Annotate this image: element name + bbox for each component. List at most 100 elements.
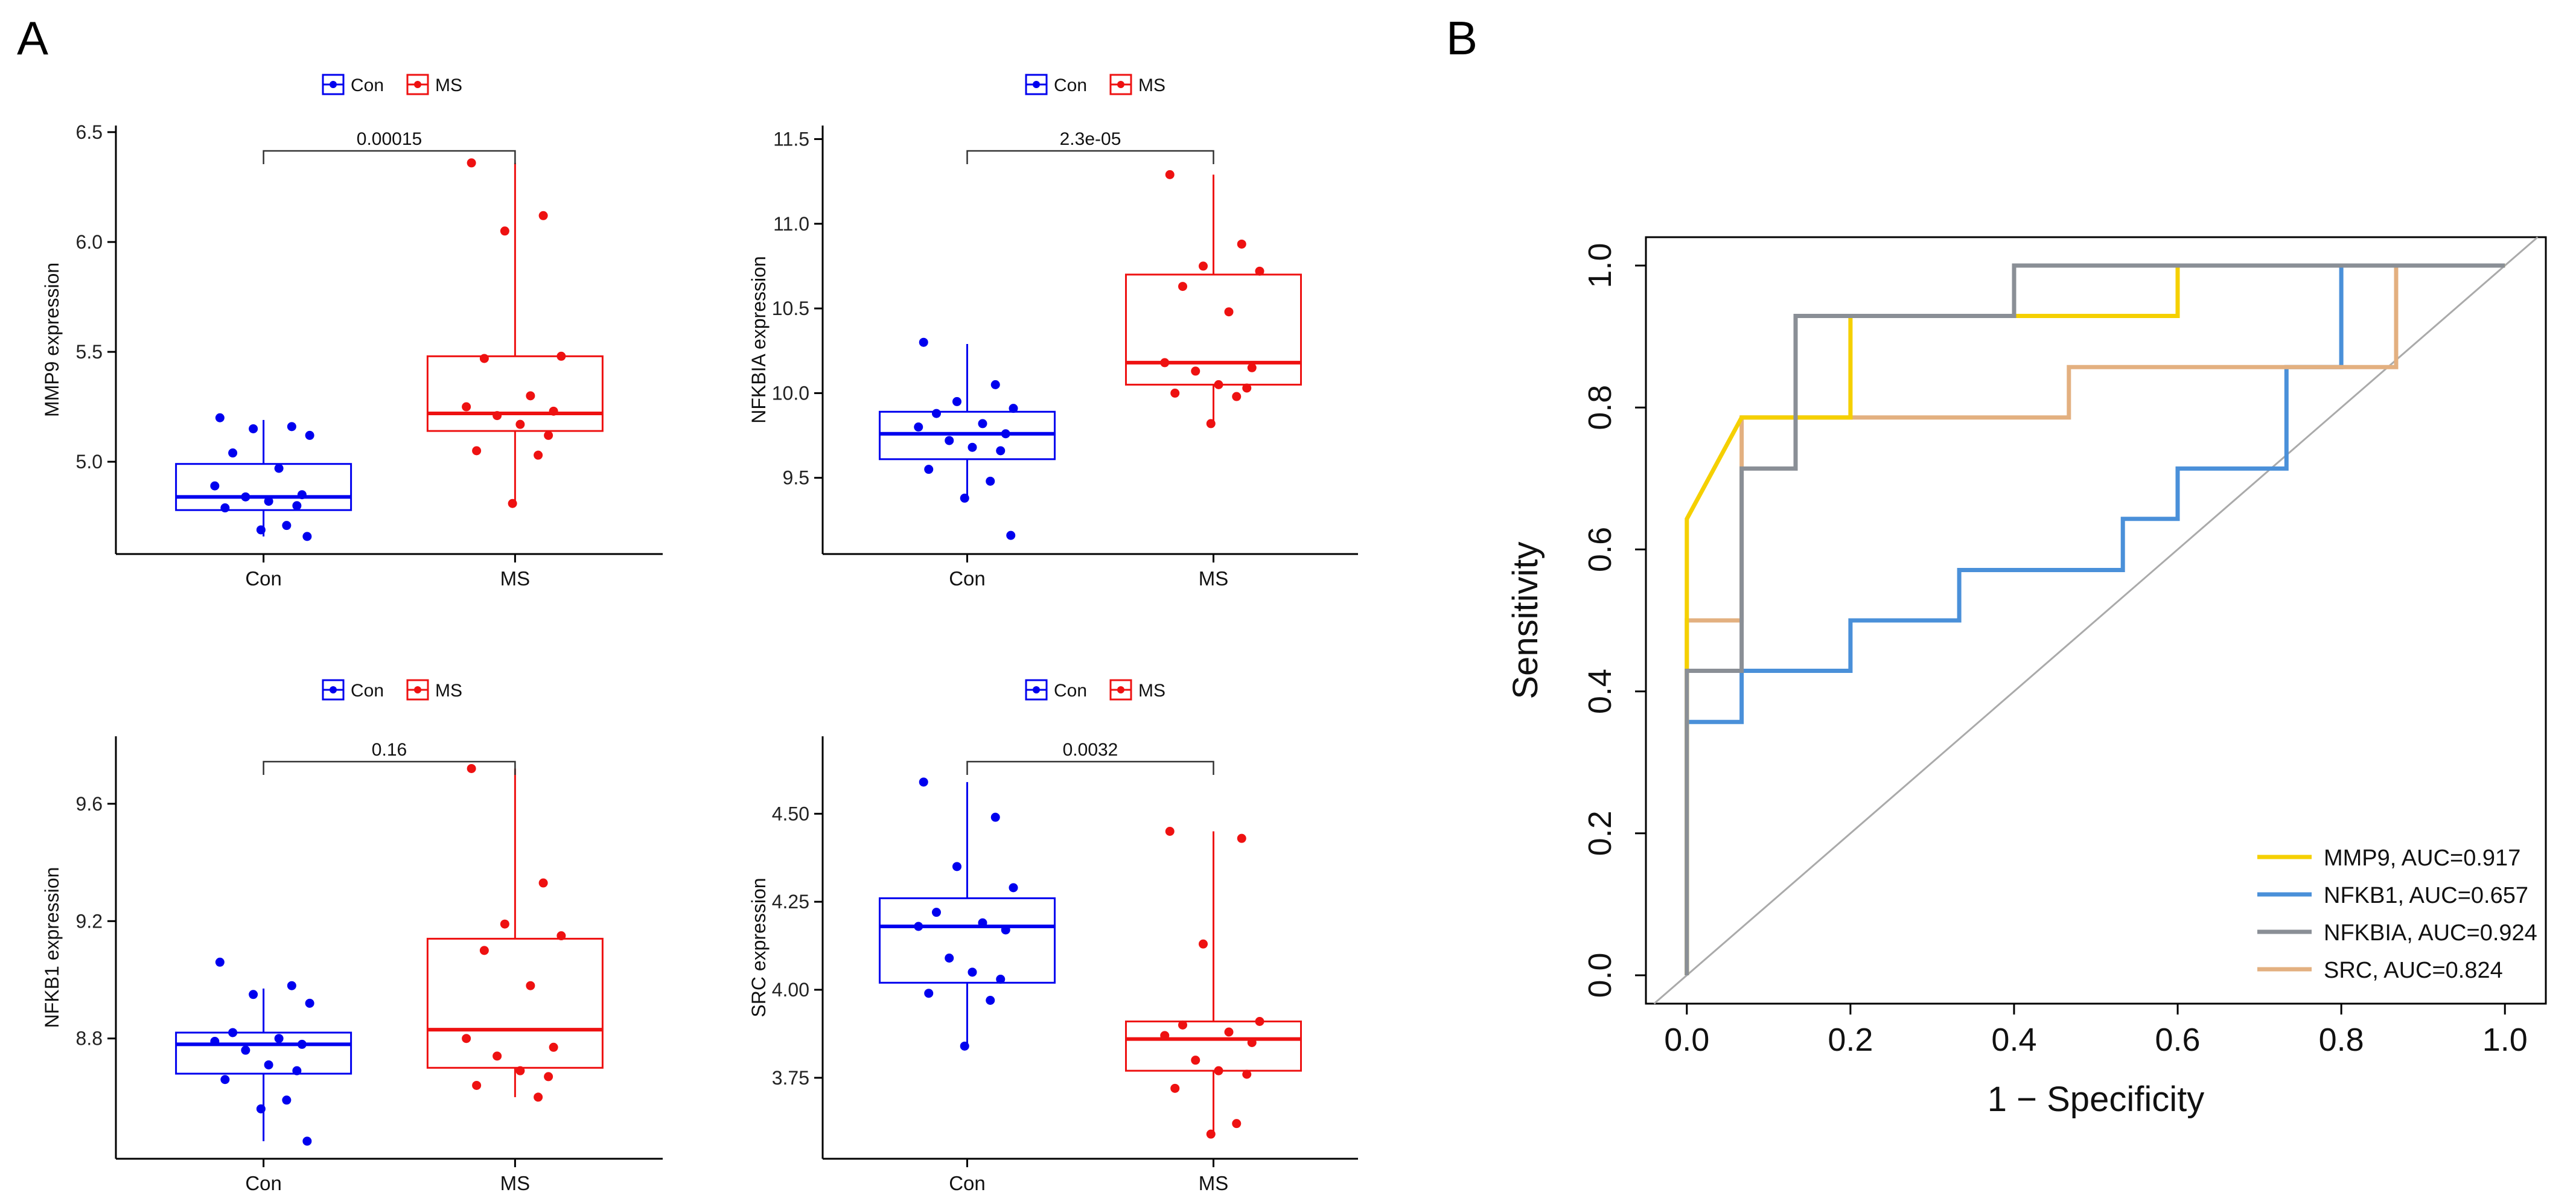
box-plot-nfkb1: 8.8 9.2 9.6 NFKB1 expression Con MS 0.16 Con MS: [41, 679, 663, 1194]
box-iqr: [1125, 1021, 1302, 1072]
y-tick-label: 4.00: [772, 979, 809, 1001]
data-point-con: [274, 1034, 284, 1043]
data-point-ms: [500, 226, 509, 236]
data-point-ms: [462, 402, 471, 412]
box-plot-nfkbia: 9.5 10.0 10.5 11.0 11.5 NFKBIA expression Con M…: [748, 74, 1358, 590]
legend-label-nfkbia: NFKBIA, AUC=0.924: [2324, 920, 2537, 946]
data-point-con: [282, 1095, 292, 1105]
data-point-con: [215, 957, 225, 967]
data-point-con: [960, 493, 969, 503]
data-point-ms: [467, 763, 476, 773]
data-point-ms: [1165, 827, 1175, 836]
significance-bracket: [263, 150, 516, 164]
data-point-con: [241, 1045, 250, 1055]
p-value-label: 0.00015: [357, 129, 422, 149]
data-point-con: [302, 532, 312, 541]
legend-label: Con: [1054, 75, 1087, 95]
data-point-con: [297, 1039, 307, 1049]
box-plot-src: 3.75 4.00 4.25 4.50 SRC expression Con MS 0.003…: [748, 679, 1358, 1194]
y-tick-label: 4.50: [772, 803, 809, 824]
x-tick-label: 0.0: [1664, 1022, 1709, 1058]
legend-key-dot: [414, 81, 421, 88]
legend-key-dot: [1033, 686, 1040, 693]
data-point-ms: [1247, 1038, 1257, 1047]
legend-key-dot: [1117, 686, 1124, 693]
data-point-ms: [1191, 1056, 1200, 1065]
data-point-con: [249, 424, 258, 433]
data-point-ms: [1206, 1129, 1216, 1139]
data-point-con: [302, 1136, 312, 1146]
data-point-ms: [515, 419, 525, 429]
data-point-ms: [538, 878, 548, 888]
data-point-ms: [508, 499, 517, 508]
data-point-con: [952, 862, 961, 871]
data-point-ms: [1170, 1083, 1180, 1093]
data-point-con: [292, 1066, 302, 1075]
data-point-ms: [1199, 261, 1208, 271]
data-point-ms: [544, 1072, 553, 1082]
legend-label-mmp9: MMP9, AUC=0.917: [2324, 846, 2520, 871]
y-tick-label: 0.6: [1582, 527, 1618, 572]
data-point-ms: [534, 1092, 543, 1102]
data-point-con: [305, 998, 314, 1008]
data-point-ms: [1232, 1119, 1242, 1129]
data-point-ms: [467, 158, 476, 168]
legend-label: MS: [1138, 681, 1165, 701]
data-point-con: [914, 922, 923, 931]
x-tick-label: 0.4: [1991, 1022, 2036, 1058]
y-tick-label: 9.6: [76, 793, 103, 815]
data-point-con: [914, 422, 923, 432]
y-axis-title: NFKBIA expression: [748, 256, 770, 423]
legend-label: MS: [435, 681, 462, 701]
y-tick-label: 6.0: [76, 231, 103, 253]
box-iqr: [175, 463, 352, 511]
roc-curve-nfkbia: [1685, 263, 2505, 975]
y-tick-label: 10.5: [772, 298, 809, 319]
data-point-ms: [1160, 1031, 1170, 1040]
data-point-con: [256, 525, 266, 535]
data-point-ms: [1191, 366, 1200, 376]
data-point-con: [924, 989, 934, 998]
data-point-con: [968, 967, 977, 977]
data-point-con: [249, 990, 258, 999]
legend-label-nfkb1: NFKB1, AUC=0.657: [2324, 883, 2528, 908]
significance-bracket: [966, 760, 1214, 775]
data-point-con: [292, 501, 302, 511]
data-point-ms: [534, 450, 543, 460]
x-tick-label: MS: [500, 1172, 531, 1194]
y-tick-label: 10.0: [772, 382, 809, 404]
data-point-ms: [1255, 1017, 1264, 1026]
x-tick-label: 1.0: [2482, 1022, 2528, 1058]
data-point-con: [1001, 429, 1010, 439]
data-point-con: [952, 397, 961, 406]
data-point-ms: [526, 981, 535, 990]
data-point-ms: [1224, 1027, 1234, 1037]
y-tick-label: 11.0: [773, 213, 809, 235]
x-axis-title: 1 − Specificity: [1988, 1080, 2204, 1119]
x-tick-label: Con: [245, 1172, 282, 1194]
box-iqr: [878, 897, 1056, 984]
data-point-con: [931, 908, 941, 917]
data-point-con: [1009, 883, 1018, 893]
y-tick-label: 0.2: [1582, 811, 1618, 856]
significance-bracket: [263, 760, 516, 775]
data-point-ms: [556, 931, 566, 941]
data-point-con: [945, 436, 954, 445]
plot-frame: [1645, 236, 2547, 1005]
x-tick-label: MS: [1199, 567, 1229, 590]
legend-key-dot: [414, 686, 421, 693]
y-tick-label: 0.8: [1582, 385, 1618, 430]
data-point-ms: [1214, 1066, 1223, 1075]
x-tick-label: 0.2: [1828, 1022, 1873, 1058]
reference-diagonal: [1653, 236, 2539, 1005]
data-point-ms: [1224, 307, 1234, 317]
data-point-ms: [538, 211, 548, 220]
data-point-con: [210, 481, 220, 491]
data-point-con: [264, 1060, 273, 1069]
data-point-con: [919, 777, 928, 787]
data-point-con: [241, 492, 250, 502]
data-point-ms: [1214, 380, 1223, 389]
y-axis-title: MMP9 expression: [41, 263, 63, 417]
data-point-con: [924, 465, 934, 474]
